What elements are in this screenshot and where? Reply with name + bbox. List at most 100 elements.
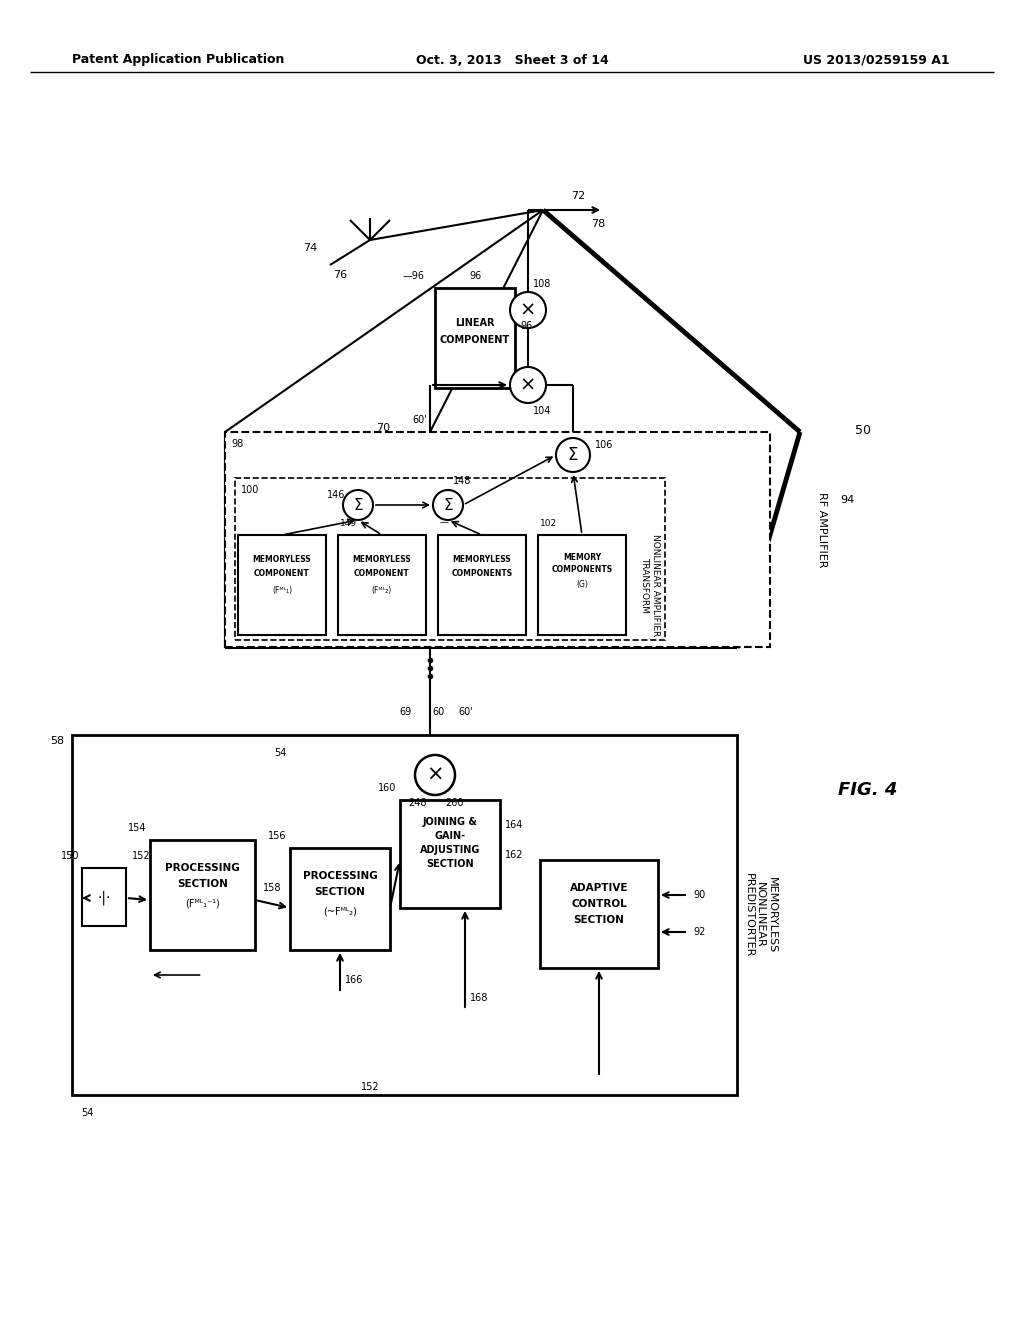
Bar xyxy=(435,288,515,388)
Text: 58: 58 xyxy=(50,737,63,746)
Text: 90: 90 xyxy=(693,890,706,900)
Text: 260: 260 xyxy=(445,799,464,808)
Text: SECTION: SECTION xyxy=(314,887,366,898)
Text: 164: 164 xyxy=(505,820,523,830)
Text: 160: 160 xyxy=(378,783,396,793)
Text: 104: 104 xyxy=(534,407,551,416)
Bar xyxy=(538,535,626,635)
Text: COMPONENT: COMPONENT xyxy=(254,569,310,578)
Text: FIG. 4: FIG. 4 xyxy=(838,781,897,799)
Text: COMPONENT: COMPONENT xyxy=(354,569,410,578)
Text: ·|·: ·|· xyxy=(97,891,111,906)
Text: US 2013/0259159 A1: US 2013/0259159 A1 xyxy=(804,54,950,66)
Text: MEMORYLESS: MEMORYLESS xyxy=(453,556,511,565)
Text: (~Fᴹᴸ₂): (~Fᴹᴸ₂) xyxy=(323,907,357,917)
Text: MEMORYLESS
NONLINEAR
PREDISTORTER: MEMORYLESS NONLINEAR PREDISTORTER xyxy=(743,873,776,957)
Text: 149: 149 xyxy=(340,519,357,528)
Text: 158: 158 xyxy=(263,883,282,894)
Text: 76: 76 xyxy=(333,271,347,280)
Bar xyxy=(540,861,658,968)
Text: JOINING &: JOINING & xyxy=(423,817,477,828)
Text: 152: 152 xyxy=(360,1082,379,1092)
Text: 154: 154 xyxy=(128,822,146,833)
Bar xyxy=(234,478,665,640)
Text: —96: —96 xyxy=(403,271,425,281)
Text: 69: 69 xyxy=(399,708,412,717)
Circle shape xyxy=(556,438,590,473)
Text: Σ: Σ xyxy=(567,446,579,465)
Text: 98: 98 xyxy=(231,440,244,449)
Text: 60': 60' xyxy=(412,414,427,425)
Text: GAIN-: GAIN- xyxy=(434,832,466,841)
Text: COMPONENTS: COMPONENTS xyxy=(452,569,513,578)
Text: 92: 92 xyxy=(693,927,706,937)
Text: 146: 146 xyxy=(327,490,345,500)
Text: Σ: Σ xyxy=(443,498,453,512)
Text: 72: 72 xyxy=(570,191,585,201)
Text: 96: 96 xyxy=(469,271,481,281)
Text: 54: 54 xyxy=(81,1107,93,1118)
Bar xyxy=(238,535,326,635)
Text: —: — xyxy=(440,519,449,528)
Text: 152: 152 xyxy=(132,851,151,861)
Text: ADJUSTING: ADJUSTING xyxy=(420,845,480,855)
Text: 74: 74 xyxy=(303,243,317,253)
Text: SECTION: SECTION xyxy=(426,859,474,869)
Text: Patent Application Publication: Patent Application Publication xyxy=(72,54,285,66)
Text: 150: 150 xyxy=(60,851,79,861)
Bar xyxy=(290,847,390,950)
Text: 156: 156 xyxy=(267,832,286,841)
Text: 50: 50 xyxy=(855,424,871,437)
Text: CONTROL: CONTROL xyxy=(571,899,627,909)
Text: ADAPTIVE: ADAPTIVE xyxy=(569,883,629,894)
Text: PROCESSING: PROCESSING xyxy=(303,871,378,880)
Text: 106: 106 xyxy=(595,440,613,450)
Text: 248: 248 xyxy=(409,799,427,808)
Text: 60': 60' xyxy=(458,708,473,717)
Text: ×: × xyxy=(520,375,537,395)
Text: (Fᴹᴸ₂): (Fᴹᴸ₂) xyxy=(372,586,392,594)
Text: MEMORYLESS: MEMORYLESS xyxy=(253,556,311,565)
Text: 96: 96 xyxy=(520,321,532,331)
Circle shape xyxy=(433,490,463,520)
Bar xyxy=(150,840,255,950)
Text: Oct. 3, 2013   Sheet 3 of 14: Oct. 3, 2013 Sheet 3 of 14 xyxy=(416,54,608,66)
Text: (G): (G) xyxy=(577,581,588,590)
Bar xyxy=(82,869,126,927)
Text: 162: 162 xyxy=(505,850,523,861)
Circle shape xyxy=(343,490,373,520)
Text: ×: × xyxy=(520,301,537,319)
Bar xyxy=(72,735,737,1096)
Text: 60: 60 xyxy=(432,708,444,717)
Text: Σ: Σ xyxy=(353,498,362,512)
Text: ×: × xyxy=(426,766,443,785)
Text: 94: 94 xyxy=(840,495,854,506)
Text: LINEAR: LINEAR xyxy=(456,318,495,327)
Text: SECTION: SECTION xyxy=(573,915,625,925)
Text: 168: 168 xyxy=(470,993,488,1003)
Text: MEMORY: MEMORY xyxy=(563,553,601,561)
Text: (Fᴹᴸ₁⁻¹): (Fᴹᴸ₁⁻¹) xyxy=(185,899,220,909)
Circle shape xyxy=(510,367,546,403)
Text: 70: 70 xyxy=(376,422,390,433)
Bar xyxy=(438,535,526,635)
Bar xyxy=(225,432,770,647)
Circle shape xyxy=(415,755,455,795)
Text: 108: 108 xyxy=(534,279,551,289)
Text: COMPONENT: COMPONENT xyxy=(440,335,510,345)
Text: 148: 148 xyxy=(453,477,471,486)
Text: MEMORYLESS: MEMORYLESS xyxy=(352,556,412,565)
Text: 166: 166 xyxy=(345,975,364,985)
Text: 54: 54 xyxy=(273,748,286,758)
Bar xyxy=(338,535,426,635)
Circle shape xyxy=(510,292,546,327)
Text: COMPONENTS: COMPONENTS xyxy=(552,565,612,574)
Bar xyxy=(400,800,500,908)
Text: (Fᴹᴸ₁): (Fᴹᴸ₁) xyxy=(272,586,292,594)
Text: NONLINEAR AMPLIFIER
TRANSFORM: NONLINEAR AMPLIFIER TRANSFORM xyxy=(640,533,659,636)
Text: 100: 100 xyxy=(241,484,259,495)
Text: RF AMPLIFIER: RF AMPLIFIER xyxy=(817,492,827,568)
Text: 102: 102 xyxy=(540,519,557,528)
Text: 78: 78 xyxy=(591,219,605,228)
Text: SECTION: SECTION xyxy=(177,879,228,888)
